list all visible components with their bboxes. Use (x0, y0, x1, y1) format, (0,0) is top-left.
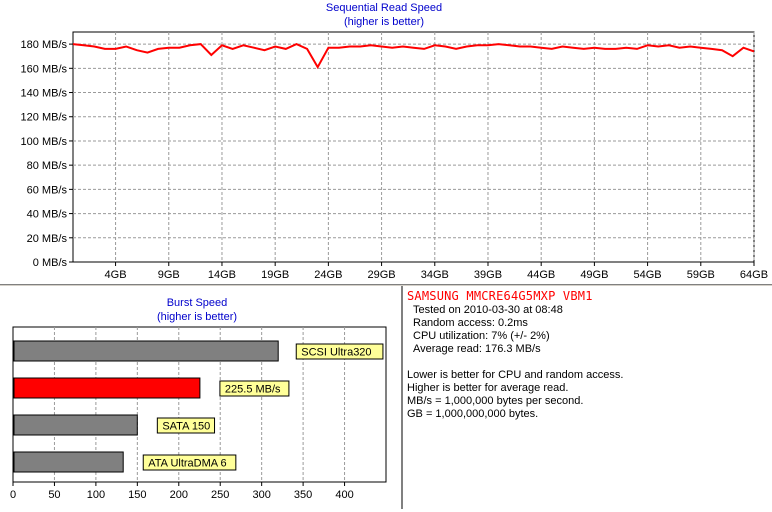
burst-x-tick-label: 250 (211, 489, 229, 501)
burst-chart-title: Burst Speed (167, 297, 228, 309)
burst-speed-chart: Burst Speed (higher is better) SCSI Ultr… (10, 297, 387, 501)
burst-label-box (156, 417, 216, 434)
seq-x-tick-label: 9GB (158, 269, 180, 281)
seq-x-tick-label: 64GB (740, 269, 768, 281)
seq-x-tick-label: 49GB (580, 269, 608, 281)
burst-x-tick-label: 150 (128, 489, 146, 501)
burst-bar-label: SCSI Ultra320 (295, 343, 384, 360)
seq-y-tick-label: 160 MB/s (21, 63, 68, 75)
seq-y-tick-label: 80 MB/s (27, 160, 68, 172)
burst-bar-label: SATA 150 (156, 417, 216, 434)
seq-x-tick-label: 4GB (105, 269, 127, 281)
burst-label-text: SCSI Ultra320 (301, 347, 371, 359)
seq-chart-subtitle: (higher is better) (344, 16, 424, 28)
seq-y-tick-label: 100 MB/s (21, 136, 68, 148)
seq-x-tick-label: 59GB (687, 269, 715, 281)
device-name: SAMSUNG MMCRE64G5MXP VBM1 (407, 289, 593, 303)
burst-x-tick-label: 350 (294, 489, 312, 501)
burst-bar (13, 340, 279, 362)
burst-chart-subtitle: (higher is better) (157, 311, 237, 323)
average-read-result: Average read: 176.3 MB/s (413, 343, 541, 355)
burst-x-tick-label: 300 (252, 489, 270, 501)
seq-x-tick-label: 19GB (261, 269, 289, 281)
sequential-read-panel: Sequential Read Speed (higher is better)… (20, 2, 769, 281)
seq-grid (73, 32, 755, 262)
seq-y-tick-label: 120 MB/s (21, 112, 68, 124)
seq-x-tick-label: 29GB (368, 269, 396, 281)
seq-y-tick-label: 60 MB/s (27, 184, 68, 196)
burst-label-text: ATA UltraDMA 6 (148, 458, 226, 470)
burst-speed-panel: Burst Speed (higher is better) SCSI Ultr… (0, 286, 400, 509)
seq-plot-area (72, 31, 755, 263)
burst-label-text: 225.5 MB/s (225, 384, 281, 396)
seq-x-tick-label: 44GB (527, 269, 555, 281)
tested-date: Tested on 2010-03-30 at 08:48 (413, 304, 563, 316)
seq-y-tick-label: 180 MB/s (21, 39, 68, 51)
note-higher-better: Higher is better for average read. (407, 382, 569, 394)
cpu-utilization-result: CPU utilization: 7% (+/- 2%) (413, 330, 550, 342)
burst-bar (13, 451, 124, 473)
seq-x-tick-label: 14GB (208, 269, 236, 281)
burst-bars: SCSI Ultra320 225.5 MB/s SATA 150 ATA Ultra… (13, 340, 384, 473)
seq-read-line (72, 43, 755, 70)
burst-bar-label: 225.5 MB/s (219, 380, 290, 397)
burst-bar (13, 414, 138, 436)
seq-chart-title: Sequential Read Speed (326, 2, 442, 14)
seq-x-tick-label: 34GB (421, 269, 449, 281)
seq-y-tick-label: 40 MB/s (27, 209, 68, 221)
burst-label-box (295, 343, 384, 360)
note-lower-better: Lower is better for CPU and random acces… (407, 369, 624, 381)
burst-x-tick-label: 200 (170, 489, 188, 501)
burst-bar-label: ATA UltraDMA 6 (142, 454, 237, 471)
burst-x-axis: 0 50 100 150 200 250 300 350 400 (10, 482, 354, 501)
burst-x-tick-label: 100 (87, 489, 105, 501)
seq-x-tick-label: 54GB (634, 269, 662, 281)
seq-y-tick-label: 20 MB/s (27, 233, 68, 245)
burst-bar (13, 377, 201, 399)
seq-x-tick-label: 39GB (474, 269, 502, 281)
seq-y-axis: 0 MB/s 20 MB/s 40 MB/s 60 MB/s 80 MB/s 100 MB… (21, 39, 73, 269)
random-access-result: Random access: 0.2ms (413, 317, 528, 329)
burst-x-tick-label: 0 (10, 489, 16, 501)
seq-y-tick-label: 140 MB/s (21, 88, 68, 100)
drive-info-panel: SAMSUNG MMCRE64G5MXP VBM1 Tested on 2010… (401, 286, 772, 509)
note-gb-definition: GB = 1,000,000,000 bytes. (407, 408, 539, 420)
burst-label-box (219, 380, 290, 397)
burst-label-box (142, 454, 237, 471)
seq-x-axis: 4GB 9GB 14GB 19GB 24GB 29GB 34GB 39GB 44GB 49GB 54… (105, 262, 768, 281)
burst-x-tick-label: 50 (48, 489, 60, 501)
burst-label-text: SATA 150 (162, 421, 210, 433)
panel-divider[interactable] (0, 284, 772, 286)
seq-x-tick-label: 24GB (314, 269, 342, 281)
sequential-read-chart: Sequential Read Speed (higher is better)… (21, 2, 769, 281)
note-mbs-definition: MB/s = 1,000,000 bytes per second. (407, 395, 584, 407)
seq-y-tick-label: 0 MB/s (33, 257, 68, 269)
burst-x-tick-label: 400 (335, 489, 353, 501)
